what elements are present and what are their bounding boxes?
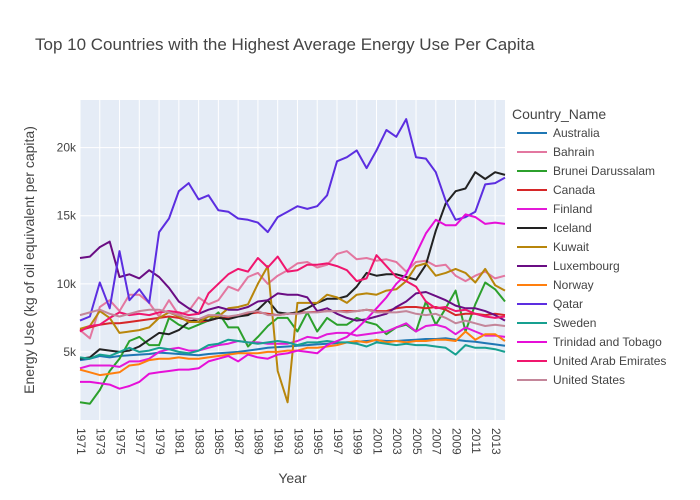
series-line-finland — [79, 322, 506, 370]
x-tick-label: 1983 — [192, 428, 206, 455]
x-tick-label: 1993 — [291, 428, 305, 455]
x-tick-label: 1999 — [351, 428, 365, 455]
legend-item-label: Luxembourg — [553, 259, 620, 273]
x-tick-label: 1977 — [133, 428, 147, 455]
y-axis-title: Energy Use (kg of oil equivalent per cap… — [21, 126, 37, 394]
legend-item-label: Norway — [553, 278, 594, 292]
series-line-united-states — [79, 308, 506, 327]
legend-item-label: Bahrain — [553, 145, 594, 159]
series-layer — [79, 118, 506, 405]
legend-item-label: Trinidad and Tobago — [553, 335, 662, 349]
x-tick-label: 1985 — [212, 428, 226, 455]
x-tick-label: 2003 — [390, 428, 404, 455]
series-line-luxembourg — [79, 240, 506, 322]
x-tick-label: 2011 — [469, 428, 483, 454]
series-line-sweden — [79, 338, 506, 360]
series-line-united-arab-emirates — [79, 254, 506, 333]
series-line-qatar — [79, 118, 506, 322]
legend-item-label: Qatar — [553, 297, 583, 311]
x-tick-label: 1975 — [113, 428, 127, 455]
series-line-trinidad-and-tobago — [80, 213, 506, 390]
legend-item-label: Iceland — [553, 221, 592, 235]
x-tick-label: 1971 — [74, 428, 88, 455]
y-tick-label: 15k — [57, 209, 77, 223]
legend-item-label: Canada — [553, 183, 595, 197]
legend: Country_Name Australia Bahrain Brunei Daru… — [512, 106, 666, 387]
x-tick-label: 2013 — [489, 428, 503, 455]
plot-area — [80, 100, 505, 420]
y-tick-label: 5k — [63, 345, 77, 359]
legend-item-label: Brunei Darussalam — [553, 164, 655, 178]
legend-item-label: Kuwait — [553, 240, 590, 254]
series-line-norway — [79, 330, 506, 377]
series-line-brunei-darussalam — [79, 281, 506, 405]
y-tick-label: 20k — [57, 141, 77, 155]
x-tick-label: 2005 — [410, 428, 424, 455]
legend-item-label: Australia — [553, 126, 600, 140]
legend-item-label: United Arab Emirates — [553, 354, 666, 368]
legend-title: Country_Name — [512, 106, 606, 122]
x-tick-label: 1973 — [94, 428, 108, 455]
x-tick-label: 1991 — [272, 428, 286, 455]
x-tick-label: 2001 — [370, 428, 384, 455]
x-tick-label: 1979 — [153, 428, 167, 455]
chart-title: Top 10 Countries with the Highest Averag… — [35, 35, 535, 54]
y-axis-ticks: 5k 10k 15k 20k — [57, 141, 77, 359]
x-tick-label: 1997 — [331, 428, 345, 455]
x-axis-ticks: 1971 1973 1975 1977 1979 1981 1983 1985 1987 1989… — [74, 428, 503, 455]
y-tick-label: 10k — [57, 277, 77, 291]
legend-item-label: Sweden — [553, 316, 596, 330]
x-axis-title: Year — [278, 470, 307, 486]
x-tick-label: 1989 — [252, 428, 266, 455]
x-tick-label: 1981 — [173, 428, 187, 455]
legend-item-label: Finland — [553, 202, 592, 216]
x-tick-label: 2007 — [430, 428, 444, 455]
x-tick-label: 1987 — [232, 428, 246, 455]
series-line-bahrain — [79, 250, 506, 340]
x-tick-label: 1995 — [311, 428, 325, 455]
x-tick-label: 2009 — [449, 428, 463, 455]
legend-item-label: United States — [553, 373, 625, 387]
